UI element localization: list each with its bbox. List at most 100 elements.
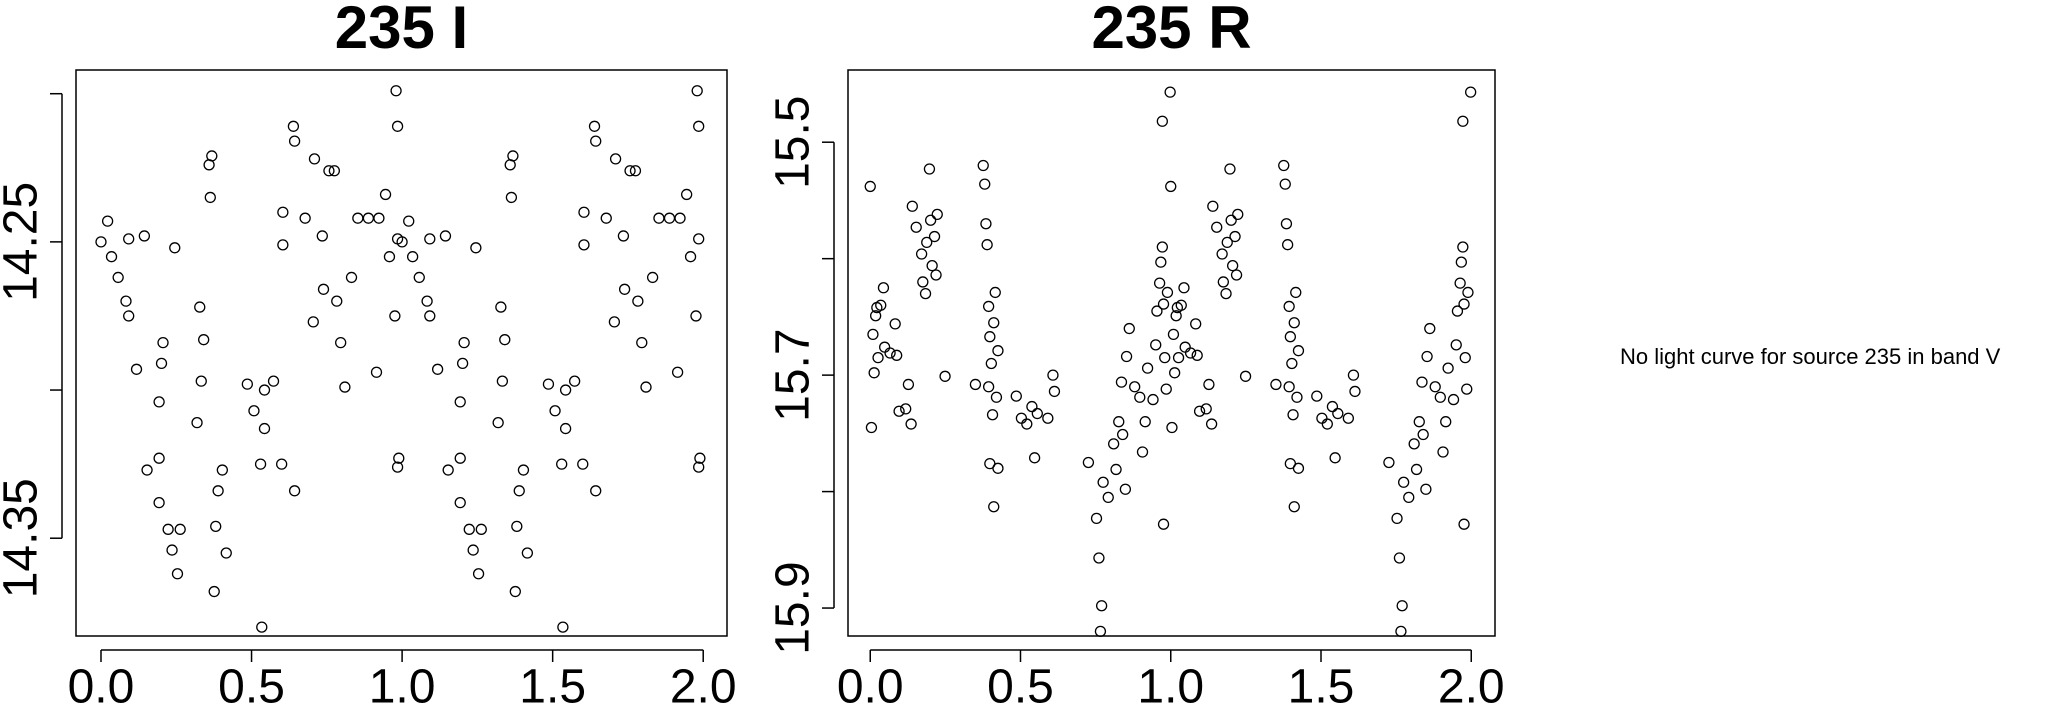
point xyxy=(1281,239,1294,251)
point xyxy=(403,215,415,227)
point xyxy=(1321,418,1333,430)
point xyxy=(1113,416,1125,428)
point xyxy=(1458,298,1470,310)
point xyxy=(1224,163,1236,175)
point xyxy=(902,378,915,391)
point xyxy=(869,310,882,322)
point xyxy=(624,165,636,177)
point xyxy=(1164,86,1176,98)
point xyxy=(1155,256,1167,268)
point xyxy=(640,381,652,393)
point xyxy=(1048,385,1061,398)
point xyxy=(1413,416,1425,428)
point xyxy=(1134,391,1146,403)
point xyxy=(653,212,665,224)
point xyxy=(456,357,469,370)
point xyxy=(162,523,174,535)
point xyxy=(577,458,589,470)
point xyxy=(1458,518,1470,530)
point xyxy=(1326,400,1339,413)
point xyxy=(1279,178,1291,190)
point xyxy=(155,357,168,370)
point xyxy=(328,165,341,177)
point xyxy=(1207,200,1219,212)
point xyxy=(1157,518,1170,530)
point xyxy=(138,230,151,242)
point xyxy=(442,464,454,476)
point xyxy=(924,214,937,226)
point xyxy=(248,405,260,417)
point xyxy=(1451,305,1464,317)
point xyxy=(694,452,706,464)
point xyxy=(1280,218,1293,230)
point xyxy=(1457,241,1469,253)
point xyxy=(166,544,178,556)
point xyxy=(323,165,335,177)
point xyxy=(362,212,375,224)
point xyxy=(864,180,876,193)
point xyxy=(458,336,470,349)
point xyxy=(559,422,572,435)
point xyxy=(1434,391,1446,403)
point xyxy=(95,236,107,248)
point xyxy=(393,452,405,464)
point xyxy=(646,271,659,284)
point xyxy=(691,85,703,97)
point xyxy=(1090,512,1103,525)
point xyxy=(990,391,1003,403)
point xyxy=(1395,625,1407,637)
point xyxy=(1095,600,1108,612)
point xyxy=(549,405,561,417)
point xyxy=(216,464,228,476)
point xyxy=(989,286,1001,299)
point xyxy=(1160,383,1172,395)
point xyxy=(671,366,684,378)
point xyxy=(496,375,509,387)
point xyxy=(511,520,523,533)
point xyxy=(681,188,693,201)
point xyxy=(517,464,530,476)
point xyxy=(1278,159,1290,172)
point xyxy=(879,341,891,353)
point xyxy=(1225,214,1237,226)
point xyxy=(590,485,602,497)
point xyxy=(1167,328,1180,341)
point xyxy=(977,159,989,172)
point xyxy=(276,458,288,470)
point xyxy=(559,384,572,396)
x-tick-label: 2.0 xyxy=(670,661,737,708)
point xyxy=(191,416,203,429)
point xyxy=(629,165,642,177)
point xyxy=(568,375,581,387)
point xyxy=(984,331,996,343)
point xyxy=(663,212,676,224)
point xyxy=(171,568,184,580)
point xyxy=(256,621,268,633)
point xyxy=(931,208,943,221)
point xyxy=(900,403,912,415)
point xyxy=(557,621,569,633)
point xyxy=(1429,381,1441,393)
no-data-note: No light curve for source 235 in band V xyxy=(1620,344,2001,369)
x-tick-label: 0.5 xyxy=(987,661,1054,708)
point xyxy=(492,416,504,429)
point xyxy=(1391,512,1403,525)
point xyxy=(992,462,1004,474)
point xyxy=(1347,369,1360,381)
point xyxy=(608,316,621,328)
point xyxy=(1291,391,1303,403)
point xyxy=(1437,446,1449,458)
point xyxy=(267,375,280,387)
point xyxy=(391,461,404,473)
point xyxy=(917,276,929,288)
point xyxy=(905,418,917,430)
point xyxy=(379,188,392,201)
point xyxy=(390,85,402,97)
point xyxy=(308,153,321,165)
point xyxy=(1227,260,1239,272)
point xyxy=(470,242,482,254)
point xyxy=(1042,412,1054,424)
point xyxy=(1349,385,1361,398)
